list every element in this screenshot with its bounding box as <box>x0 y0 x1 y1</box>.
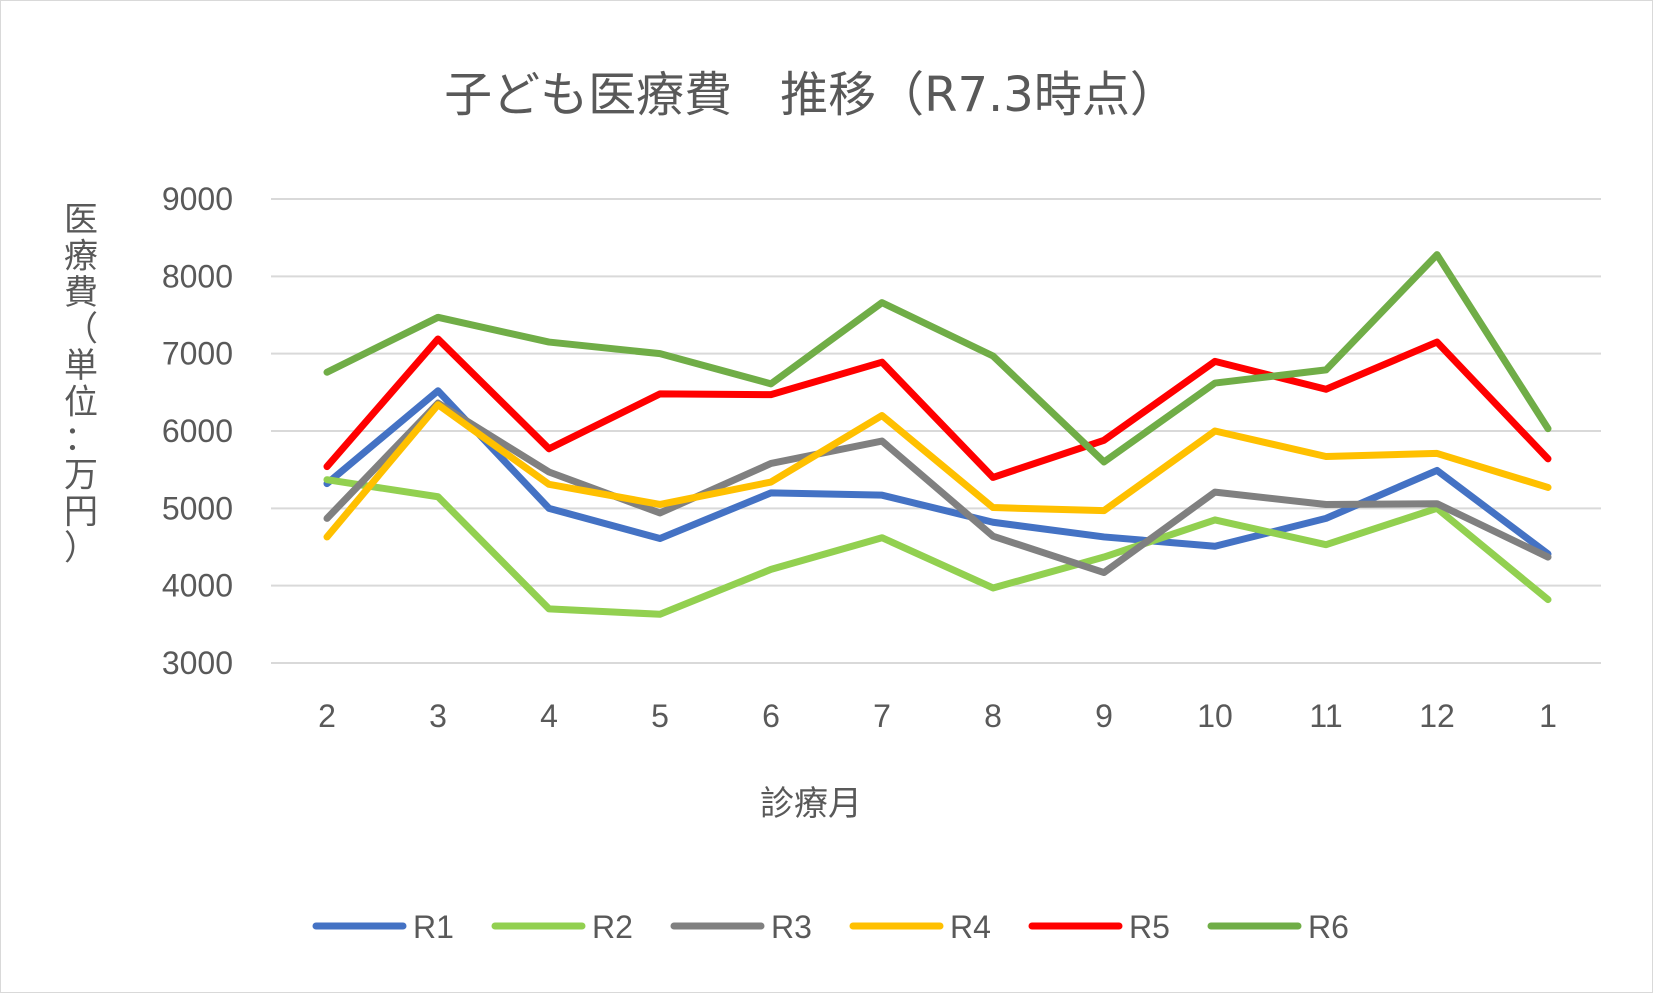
legend-item: R2 <box>491 909 633 945</box>
y-axis-label-char: 療 <box>64 237 98 277</box>
y-tick-label: 9000 <box>162 181 233 217</box>
legend-label: R6 <box>1308 909 1349 945</box>
legend-item: R3 <box>670 909 812 945</box>
legend-label: R3 <box>771 909 812 945</box>
y-tick-label: 6000 <box>162 413 233 449</box>
x-tick-label: 12 <box>1419 698 1455 734</box>
legend-label: R5 <box>1129 909 1170 945</box>
x-axis-label: 診療月 <box>760 784 862 824</box>
y-axis-label-char: 単 <box>64 346 98 386</box>
legend: R1 R2 R3 R4 R5 R6 <box>312 909 1349 945</box>
x-tick-label: 9 <box>1095 698 1113 734</box>
x-tick-label: 11 <box>1309 698 1342 734</box>
series-line-r4 <box>323 401 1552 541</box>
y-axis-label-char: ） <box>64 529 98 569</box>
y-tick-label: 5000 <box>162 490 233 526</box>
x-tick-label: 6 <box>762 698 780 734</box>
chart-title: 子ども医療費 推移（R7.3時点） <box>444 67 1178 123</box>
x-tick-label: 8 <box>984 698 1002 734</box>
x-tick-label: 4 <box>540 698 558 734</box>
y-tick-label: 7000 <box>162 336 233 372</box>
legend-item: R1 <box>312 909 454 945</box>
x-tick-label: 1 <box>1539 698 1557 734</box>
legend-label: R4 <box>950 909 991 945</box>
y-axis-label-char: 万 <box>64 456 98 496</box>
y-tick-label: 3000 <box>162 645 233 681</box>
legend-item: R4 <box>849 909 991 945</box>
legend-item: R5 <box>1028 909 1170 945</box>
y-axis-label-char: 円 <box>64 492 98 532</box>
y-axis-ticks: 3000 4000 5000 6000 7000 8000 9000 <box>162 181 233 681</box>
y-tick-label: 4000 <box>162 568 233 604</box>
legend-label: R1 <box>413 909 454 945</box>
y-axis-label-char: （ <box>64 310 98 350</box>
y-axis-label: 医療費（単位：万円） <box>64 200 98 569</box>
series-lines <box>323 251 1552 618</box>
series-line-r1 <box>323 387 1552 558</box>
x-tick-label: 5 <box>651 698 669 734</box>
x-axis-ticks: 2 3 4 5 6 7 8 9 10 11 12 1 <box>318 698 1557 734</box>
x-tick-label: 10 <box>1197 698 1233 734</box>
series-line-r5 <box>323 335 1552 481</box>
y-axis-label-char: ： <box>64 419 98 459</box>
series-line-r3 <box>323 399 1552 577</box>
y-axis-label-char: 費 <box>64 273 98 313</box>
series-line-r2 <box>323 476 1552 618</box>
legend-item: R6 <box>1207 909 1349 945</box>
y-tick-label: 8000 <box>162 258 233 294</box>
x-tick-label: 2 <box>318 698 336 734</box>
x-tick-label: 7 <box>873 698 891 734</box>
series-line-r6 <box>323 251 1552 466</box>
y-axis-label-char: 位 <box>64 383 98 423</box>
x-tick-label: 3 <box>429 698 447 734</box>
y-axis-label-char: 医 <box>64 200 98 240</box>
legend-label: R2 <box>592 909 633 945</box>
